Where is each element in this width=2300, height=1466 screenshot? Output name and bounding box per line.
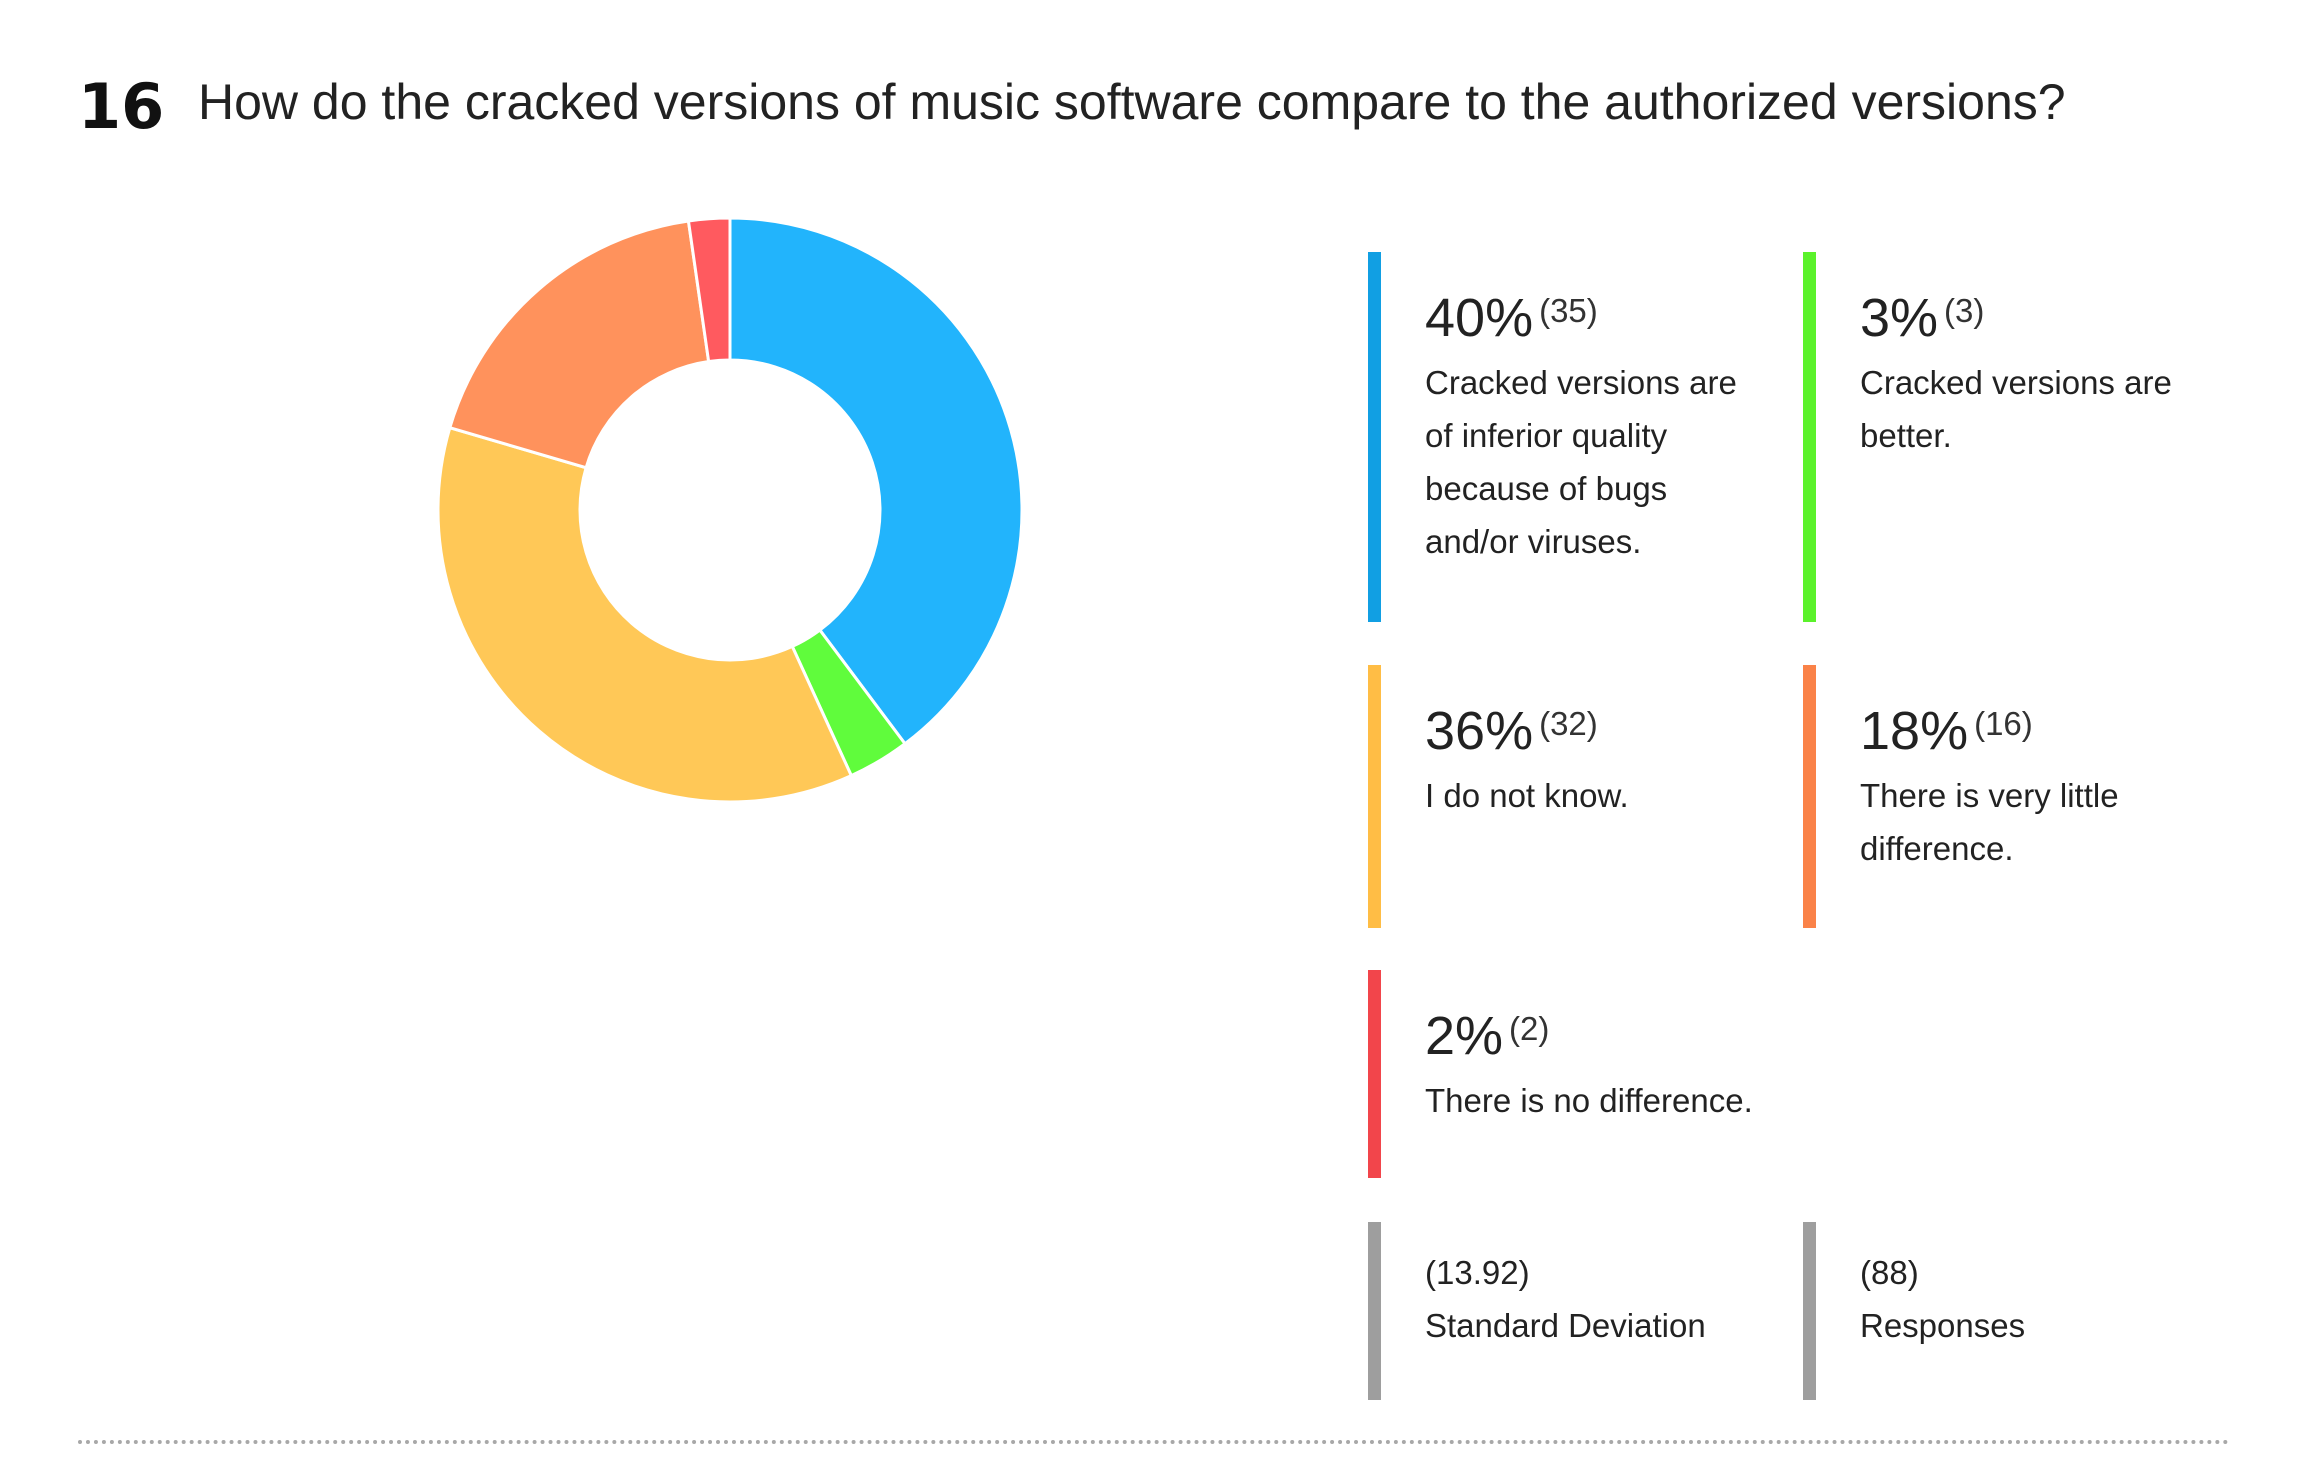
legend-bar-cracked-better [1803, 252, 1816, 622]
legend-label: Cracked versions are better. [1860, 364, 2172, 454]
legend-label: There is very little difference. [1860, 777, 2119, 867]
stat-value: (13.92) [1425, 1254, 1530, 1291]
donut-slice-cracked-inferior [728, 216, 1024, 746]
section-divider [78, 1440, 2230, 1444]
legend-bar-cracked-inferior [1368, 252, 1381, 622]
donut-slice-do-not-know [436, 425, 854, 804]
legend-label: There is no difference. [1425, 1082, 1753, 1119]
legend-item-do-not-know: 36% (32) I do not know. [1368, 665, 1788, 928]
donut-chart-svg [436, 216, 1024, 804]
legend-count: (32) [1539, 705, 1598, 742]
legend-count: (16) [1974, 705, 2033, 742]
legend-percent: 18% [1860, 701, 1969, 761]
legend-count: (35) [1539, 292, 1598, 329]
legend-item-cracked-better: 3% (3) Cracked versions are better. [1803, 252, 2223, 622]
legend-label: I do not know. [1425, 777, 1629, 814]
legend-label: Cracked versions are of inferior quality… [1425, 364, 1737, 560]
stat-label: Standard Deviation [1425, 1307, 1706, 1344]
stat-bar-responses [1803, 1222, 1816, 1400]
question-number: 16 [78, 70, 165, 143]
legend-item-little-difference: 18% (16) There is very little difference. [1803, 665, 2223, 928]
legend-bar-little-difference [1803, 665, 1816, 928]
legend-bar-do-not-know [1368, 665, 1381, 928]
stat-standard-deviation: (13.92) Standard Deviation [1368, 1222, 1788, 1400]
donut-slice-little-difference [447, 219, 711, 470]
legend-count: (3) [1944, 292, 1985, 329]
legend-count: (2) [1509, 1010, 1550, 1047]
donut-chart [420, 200, 1040, 820]
legend-percent: 3% [1860, 288, 1939, 348]
donut-slice-no-difference [686, 216, 732, 364]
legend-percent: 40% [1425, 288, 1534, 348]
legend-item-no-difference: 2% (2) There is no difference. [1368, 970, 1788, 1178]
legend-item-cracked-inferior: 40% (35) Cracked versions are of inferior… [1368, 252, 1788, 622]
question-text: How do the cracked versions of music sof… [198, 74, 2066, 130]
stat-value: (88) [1860, 1254, 1919, 1291]
legend-bar-no-difference [1368, 970, 1381, 1178]
legend-percent: 36% [1425, 701, 1534, 761]
stat-bar-standard-deviation [1368, 1222, 1381, 1400]
stat-responses: (88) Responses [1803, 1222, 2223, 1400]
stat-label: Responses [1860, 1307, 2026, 1344]
legend-percent: 2% [1425, 1006, 1504, 1066]
